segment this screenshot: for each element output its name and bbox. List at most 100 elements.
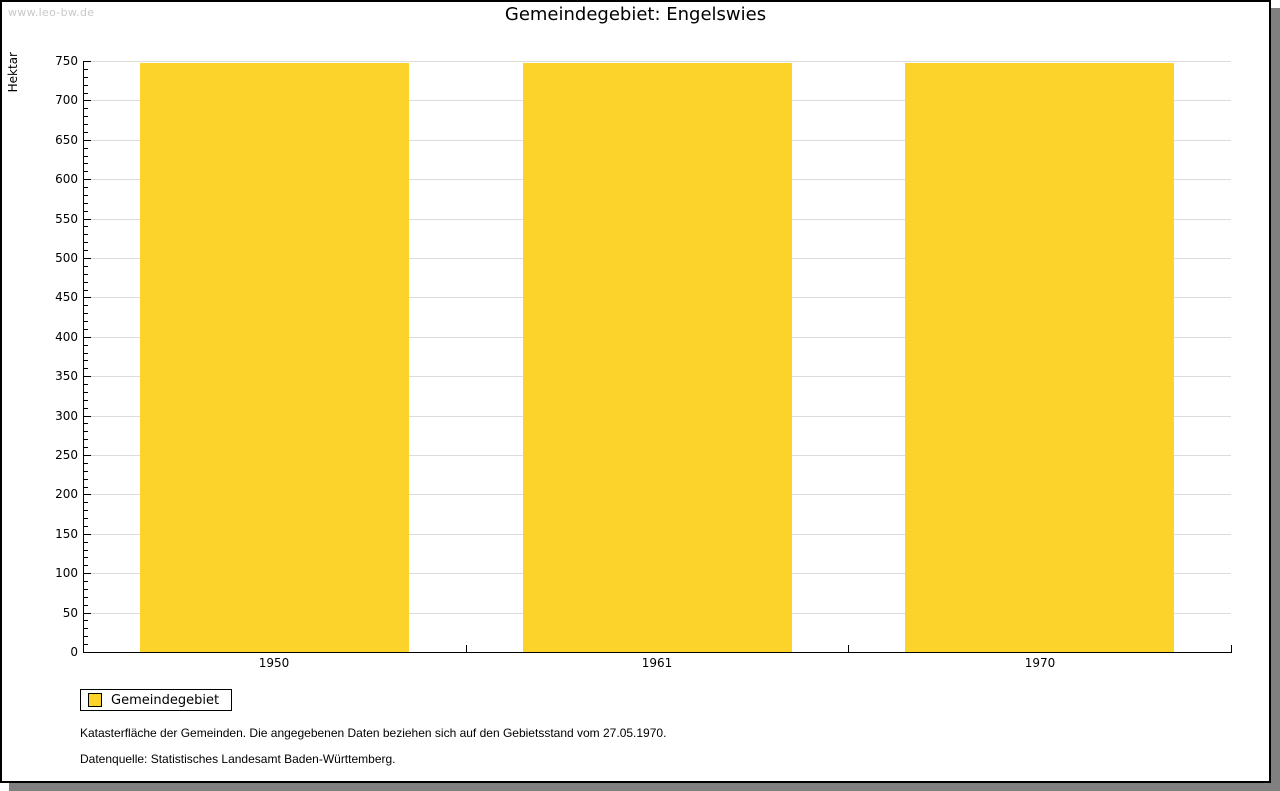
y-axis [83,61,84,653]
x-tick [466,645,467,652]
y-minor-tick [84,518,88,519]
y-tick-label: 400 [55,330,78,344]
y-minor-tick [84,557,88,558]
y-minor-tick [84,620,88,621]
x-tick [848,645,849,652]
y-tick-label: 450 [55,290,78,304]
y-minor-tick [84,195,88,196]
y-minor-tick [84,274,88,275]
y-minor-tick [84,384,88,385]
y-minor-tick [84,510,88,511]
x-tick [1231,645,1232,652]
y-minor-tick [84,211,88,212]
y-major-tick [84,494,91,495]
y-minor-tick [84,116,88,117]
y-minor-tick [84,156,88,157]
y-minor-tick [84,565,88,566]
y-tick-label: 350 [55,369,78,383]
y-minor-tick [84,85,88,86]
y-minor-tick [84,487,88,488]
legend-label: Gemeindegebiet [111,692,220,708]
y-minor-tick [84,597,88,598]
y-major-tick [84,416,91,417]
y-minor-tick [84,439,88,440]
y-minor-tick [84,266,88,267]
y-minor-tick [84,447,88,448]
y-tick-label: 250 [55,448,78,462]
x-tick-label: 1961 [641,656,673,670]
y-tick-label: 500 [55,251,78,265]
y-minor-tick [84,148,88,149]
y-major-tick [84,455,91,456]
y-minor-tick [84,329,88,330]
gridline [84,61,1231,62]
y-major-tick [84,61,91,62]
y-minor-tick [84,400,88,401]
y-minor-tick [84,423,88,424]
y-major-tick [84,297,91,298]
y-minor-tick [84,479,88,480]
y-minor-tick [84,463,88,464]
y-minor-tick [84,163,88,164]
y-major-tick [84,258,91,259]
y-tick-label: 100 [55,566,78,580]
y-minor-tick [84,187,88,188]
y-minor-tick [84,526,88,527]
y-minor-tick [84,171,88,172]
y-tick-label: 700 [55,93,78,107]
y-minor-tick [84,250,88,251]
y-major-tick [84,534,91,535]
legend-swatch [88,693,102,707]
y-minor-tick [84,226,88,227]
y-minor-tick [84,124,88,125]
y-minor-tick [84,408,88,409]
watermark: www.leo-bw.de [8,6,95,19]
y-tick-label: 600 [55,172,78,186]
y-minor-tick [84,321,88,322]
y-tick-label: 550 [55,212,78,226]
bar-1961 [523,63,792,652]
y-tick-label: 150 [55,527,78,541]
y-minor-tick [84,282,88,283]
y-minor-tick [84,471,88,472]
footnote-source: Datenquelle: Statistisches Landesamt Bad… [80,752,396,766]
y-minor-tick [84,605,88,606]
y-minor-tick [84,581,88,582]
y-minor-tick [84,542,88,543]
y-major-tick [84,140,91,141]
y-tick-label: 200 [55,487,78,501]
y-minor-tick [84,132,88,133]
y-minor-tick [84,431,88,432]
y-major-tick [84,219,91,220]
y-major-tick [84,376,91,377]
y-major-tick [84,100,91,101]
y-minor-tick [84,108,88,109]
y-major-tick [84,179,91,180]
y-minor-tick [84,290,88,291]
x-tick [83,645,84,652]
y-major-tick [84,337,91,338]
y-minor-tick [84,77,88,78]
y-tick-label: 0 [70,645,78,659]
y-minor-tick [84,368,88,369]
y-minor-tick [84,353,88,354]
y-minor-tick [84,550,88,551]
y-minor-tick [84,203,88,204]
x-axis [83,652,1232,653]
y-minor-tick [84,636,88,637]
y-tick-label: 50 [62,606,78,620]
y-tick-label: 650 [55,133,78,147]
y-minor-tick [84,242,88,243]
y-minor-tick [84,305,88,306]
page-title: Gemeindegebiet: Engelswies [504,4,767,25]
x-tick-label: 1970 [1024,656,1056,670]
y-minor-tick [84,93,88,94]
y-minor-tick [84,644,88,645]
y-minor-tick [84,313,88,314]
y-minor-tick [84,69,88,70]
y-minor-tick [84,502,88,503]
x-tick-label: 1950 [258,656,290,670]
y-tick-label: 300 [55,409,78,423]
y-major-tick [84,613,91,614]
